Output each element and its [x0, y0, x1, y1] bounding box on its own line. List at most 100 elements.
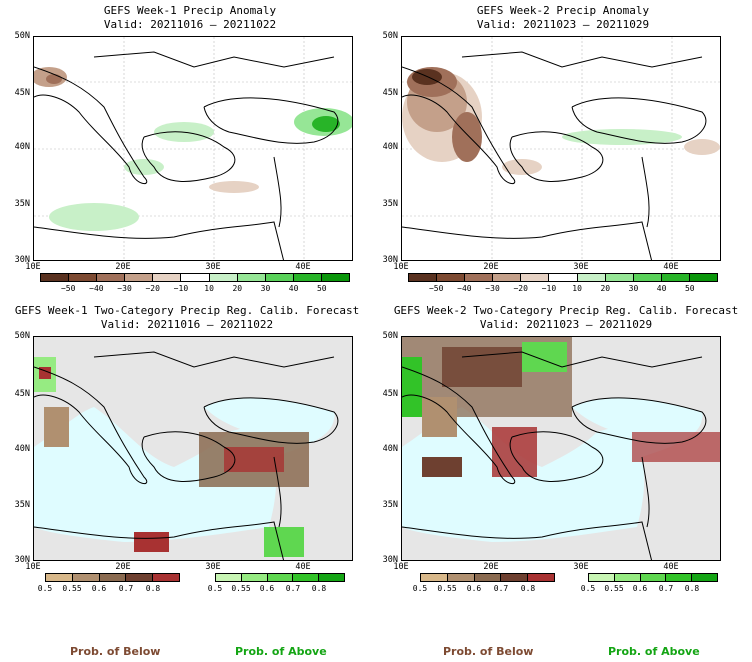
- colorbar-tick-label: 0.8: [520, 584, 536, 593]
- lon-label: 10E: [393, 262, 409, 272]
- colorbar-swatch: [493, 274, 522, 281]
- colorbar-tick-label: 20: [232, 284, 243, 293]
- above-probability-colorbar: [215, 573, 345, 582]
- colorbar-tick-label: 0.7: [285, 584, 301, 593]
- probability-cells: [402, 337, 720, 477]
- lon-label: 30E: [205, 562, 221, 572]
- prob-below-caption: Prob. of Below: [443, 645, 534, 658]
- colorbar-swatch: [447, 574, 475, 581]
- colorbar-swatch: [293, 274, 322, 281]
- lon-label: 10E: [25, 262, 41, 272]
- colorbar-swatch: [267, 574, 294, 581]
- week2-probability-map: [401, 336, 721, 561]
- colorbar-swatch: [209, 274, 238, 281]
- colorbar-tick-label: 0.5: [412, 584, 428, 593]
- lat-label: 45N: [382, 88, 398, 98]
- lat-label: 50N: [14, 331, 30, 341]
- week1-anomaly-map: [33, 36, 353, 261]
- colorbar-tick-label: 30: [628, 284, 639, 293]
- colorbar-swatch: [181, 274, 210, 281]
- colorbar-tick-label: 0.5: [580, 584, 596, 593]
- lat-label: 35N: [382, 199, 398, 209]
- colorbar-swatch: [549, 274, 578, 281]
- colorbar-swatch: [614, 574, 641, 581]
- colorbar-tick-label: 10: [572, 284, 582, 293]
- lat-label: 40N: [14, 444, 30, 454]
- lat-label: 30N: [14, 555, 30, 565]
- below-probability-colorbar: [45, 573, 180, 582]
- colorbar-tick-label: −20: [145, 284, 160, 293]
- colorbar-swatch: [633, 274, 662, 281]
- colorbar-tick-label: −20: [513, 284, 528, 293]
- anomaly-colorbar: [408, 273, 718, 282]
- colorbar-swatch: [293, 574, 320, 581]
- colorbar-tick-label: 0.6: [466, 584, 482, 593]
- lat-label: 45N: [382, 389, 398, 399]
- prob-above-caption: Prob. of Above: [235, 645, 327, 658]
- week2-anomaly-graphic: [402, 37, 720, 260]
- colorbar-tick-label: 0.5: [37, 584, 53, 593]
- week1-probability-map: [33, 336, 353, 561]
- lat-label: 30N: [382, 555, 398, 565]
- colorbar-swatch: [589, 574, 615, 581]
- lat-label: 50N: [382, 31, 398, 41]
- panel-1-title: GEFS Week-1 Precip Anomaly Valid: 202110…: [103, 4, 277, 31]
- coastlines: [34, 51, 339, 260]
- colorbar-tick-label: 0.7: [658, 584, 674, 593]
- colorbar-tick-label: −40: [457, 284, 472, 293]
- lon-label: 20E: [483, 262, 499, 272]
- prob-above-caption: Prob. of Above: [608, 645, 700, 658]
- colorbar-swatch: [666, 574, 693, 581]
- colorbar-tick-label: 40: [288, 284, 299, 293]
- colorbar-swatch: [72, 574, 100, 581]
- lat-label: 40N: [382, 444, 398, 454]
- grid-lines: [34, 37, 352, 260]
- sea-fill: [402, 397, 703, 542]
- colorbar-tick-label: 30: [260, 284, 271, 293]
- colorbar-tick-label: 0.7: [118, 584, 134, 593]
- colorbar-tick-label: 0.55: [231, 584, 251, 593]
- colorbar-swatch: [689, 274, 718, 281]
- colorbar-swatch: [409, 274, 438, 281]
- colorbar-swatch: [577, 274, 606, 281]
- colorbar-swatch: [605, 274, 634, 281]
- colorbar-tick-label: 0.8: [311, 584, 327, 593]
- colorbar-tick-label: 0.6: [91, 584, 107, 593]
- colorbar-swatch: [97, 274, 126, 281]
- colorbar-tick-label: 0.55: [62, 584, 82, 593]
- colorbar-swatch: [319, 574, 344, 581]
- panel-3-title: GEFS Week-1 Two-Category Precip Reg. Cal…: [14, 304, 360, 331]
- colorbar-swatch: [126, 574, 154, 581]
- panel-4-title: GEFS Week-2 Two-Category Precip Reg. Cal…: [393, 304, 739, 331]
- lat-label: 45N: [14, 389, 30, 399]
- coastlines: [402, 51, 707, 260]
- lon-label: 20E: [115, 262, 131, 272]
- lat-label: 40N: [382, 142, 398, 152]
- lat-label: 35N: [382, 500, 398, 510]
- week1-anomaly-graphic: [34, 37, 352, 260]
- week2-probability-graphic: [402, 337, 720, 560]
- lon-label: 20E: [483, 562, 499, 572]
- lon-label: 40E: [295, 262, 311, 272]
- colorbar-tick-label: 40: [656, 284, 667, 293]
- lat-label: 40N: [14, 142, 30, 152]
- probability-cells: [34, 357, 309, 557]
- colorbar-tick-label: 0.7: [493, 584, 509, 593]
- colorbar-tick-label: −30: [485, 284, 500, 293]
- colorbar-tick-label: 20: [600, 284, 611, 293]
- lon-label: 40E: [663, 562, 679, 572]
- lat-label: 30N: [14, 255, 30, 265]
- colorbar-swatch: [41, 274, 70, 281]
- lat-label: 30N: [382, 255, 398, 265]
- colorbar-swatch: [153, 274, 182, 281]
- lon-label: 10E: [25, 562, 41, 572]
- colorbar-swatch: [237, 274, 266, 281]
- colorbar-tick-label: −50: [428, 284, 444, 293]
- colorbar-tick-label: 0.6: [632, 584, 648, 593]
- colorbar-tick-label: −40: [89, 284, 104, 293]
- colorbar-swatch: [501, 574, 529, 581]
- prob-below-caption: Prob. of Below: [70, 645, 161, 658]
- lat-label: 50N: [14, 31, 30, 41]
- colorbar-tick-label: −50: [60, 284, 76, 293]
- lon-label: 30E: [205, 262, 221, 272]
